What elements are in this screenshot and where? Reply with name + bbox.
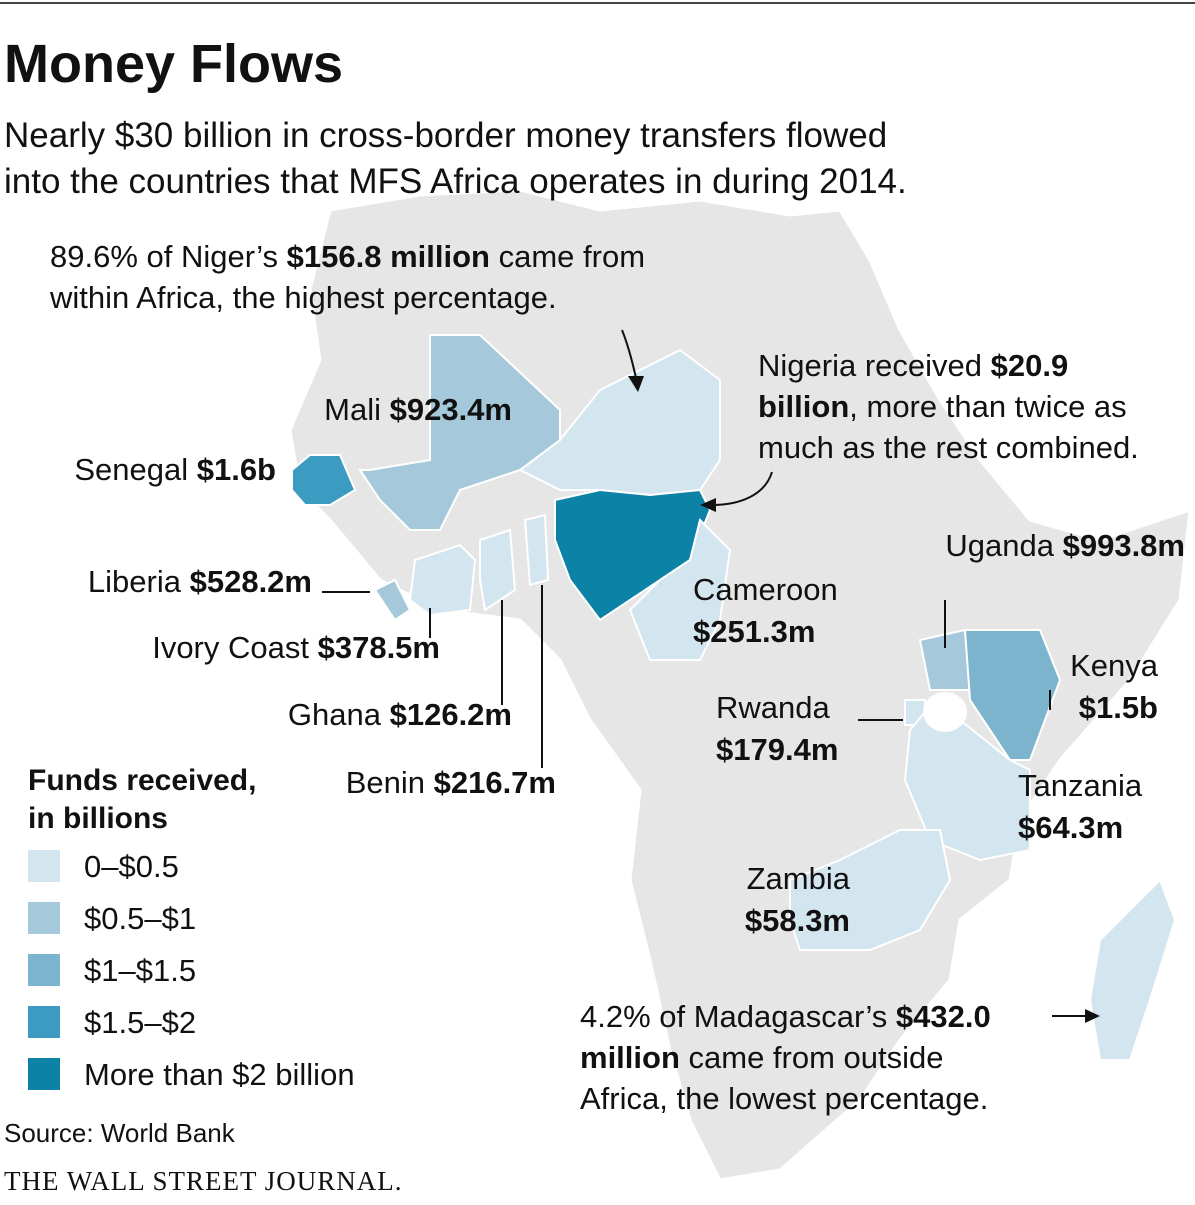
annotation-text: 89.6% of Niger’s: [50, 239, 287, 274]
legend-swatch: [28, 954, 60, 986]
country-label: Ivory Coast $378.5m: [152, 630, 440, 665]
annotation-text: , more than twice as: [849, 389, 1126, 424]
annotation-text: $432.0: [896, 999, 991, 1034]
publisher: THE WALL STREET JOURNAL.: [4, 1166, 402, 1196]
country: [903, 698, 1031, 862]
legend-label: More than $2 billion: [84, 1057, 355, 1092]
annotation-text: $156.8 million: [287, 239, 490, 274]
country-name: Mali: [324, 392, 381, 427]
legend-label: 0–$0.5: [84, 849, 179, 884]
annotation-text: Nigeria received: [758, 348, 991, 383]
legend-swatch: [28, 1058, 60, 1090]
legend-label: $1.5–$2: [84, 1005, 196, 1040]
country: [291, 454, 357, 506]
country-name: Senegal: [74, 452, 188, 487]
country-value: $528.2m: [190, 564, 312, 599]
legend-swatch: [28, 850, 60, 882]
annotation-text: $20.9: [991, 348, 1069, 383]
annotation-line: 4.2% of Madagascar’s $432.0: [580, 999, 991, 1034]
country-label: Ghana $126.2m: [288, 697, 512, 732]
country-label: Liberia $528.2m: [88, 564, 312, 599]
country-label: Uganda $993.8m: [945, 528, 1185, 563]
arrowhead: [628, 376, 644, 392]
country-name: Zambia: [747, 861, 851, 896]
annotation-line: billion, more than twice as: [758, 389, 1127, 424]
annotation-text: much as the rest combined.: [758, 430, 1139, 465]
annotation-line: 89.6% of Niger’s $156.8 million came fro…: [50, 239, 645, 274]
country: [963, 629, 1062, 761]
legend-label: $1–$1.5: [84, 953, 196, 988]
country-value: $216.7m: [434, 765, 556, 800]
country-name: Kenya: [1070, 648, 1159, 683]
country-value: $993.8m: [1063, 528, 1185, 563]
annotation-line: within Africa, the highest percentage.: [49, 280, 557, 315]
arrow: [711, 471, 773, 506]
annotation-text: within Africa, the highest percentage.: [49, 280, 557, 315]
country: [789, 829, 952, 951]
country-name: Benin: [346, 765, 425, 800]
country-name: Cameroon: [693, 572, 838, 607]
annotation-text: billion: [758, 389, 849, 424]
annotation-line: Nigeria received $20.9: [758, 348, 1068, 383]
country-value: $1.5b: [1079, 690, 1158, 725]
title: Money Flows: [4, 34, 343, 94]
country-value: $179.4m: [716, 732, 838, 767]
country-name: Liberia: [88, 564, 182, 599]
country: [373, 578, 412, 622]
country-value: $251.3m: [693, 614, 815, 649]
country: [479, 528, 517, 612]
legend-title: in billions: [28, 802, 168, 835]
arrowheads: [628, 376, 1100, 1023]
legend-swatch: [28, 902, 60, 934]
country-value: $58.3m: [745, 903, 850, 938]
annotation-text: came from outside: [680, 1040, 944, 1075]
country-value: $923.4m: [390, 392, 512, 427]
annotation-text: 4.2% of Madagascar’s: [580, 999, 896, 1034]
country-name: Uganda: [945, 528, 1054, 563]
country-name: Ivory Coast: [152, 630, 309, 665]
legend-swatch: [28, 1006, 60, 1038]
source: Source: World Bank: [4, 1118, 236, 1148]
country-label: Mali $923.4m: [324, 392, 512, 427]
country-label: Benin $216.7m: [346, 765, 556, 800]
arrowhead: [700, 498, 716, 512]
country-name: Tanzania: [1018, 768, 1143, 803]
annotation-text: Africa, the lowest percentage.: [580, 1081, 988, 1116]
arrowhead: [1085, 1009, 1100, 1023]
subtitle-line: into the countries that MFS Africa opera…: [4, 162, 907, 201]
legend-label: $0.5–$1: [84, 901, 196, 936]
country-value: $378.5m: [318, 630, 440, 665]
country-name: Ghana: [288, 697, 382, 732]
legend-title: Funds received,: [28, 764, 256, 797]
country: [1088, 878, 1177, 1061]
arrow: [621, 329, 637, 379]
lake-victoria: [923, 692, 967, 732]
annotation-text: million: [580, 1040, 680, 1075]
country: [358, 334, 561, 531]
country: [628, 518, 732, 661]
country: [523, 513, 550, 587]
subtitle-line: Nearly $30 billion in cross-border money…: [4, 116, 887, 155]
annotation-line: million came from outside: [580, 1040, 944, 1075]
country-label: Senegal $1.6b: [74, 452, 276, 487]
map: [288, 188, 1192, 1182]
country: [408, 543, 477, 617]
annotation-line: Africa, the lowest percentage.: [580, 1081, 988, 1116]
annotation-text: came from: [490, 239, 645, 274]
country-value: $64.3m: [1018, 810, 1123, 845]
country-value: $126.2m: [390, 697, 512, 732]
leader-lines: [322, 329, 1088, 1017]
country-value: $1.6b: [197, 452, 276, 487]
country-name: Rwanda: [716, 690, 830, 725]
annotation-line: much as the rest combined.: [758, 430, 1139, 465]
